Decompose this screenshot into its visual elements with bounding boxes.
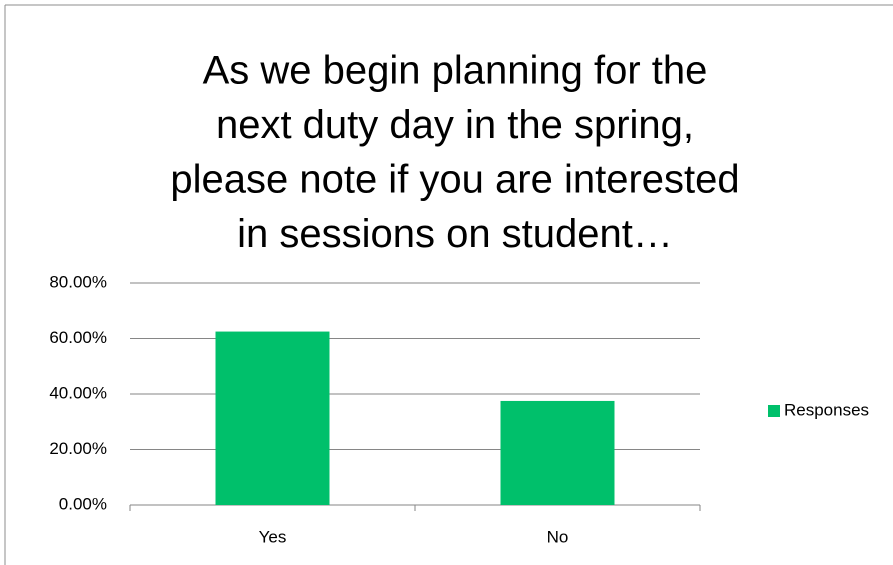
x-tick-label: Yes — [259, 527, 287, 546]
bar — [500, 400, 615, 505]
y-tick-label: 60.00% — [49, 328, 107, 347]
legend-swatch — [768, 405, 780, 417]
chart-title: please note if you are interested — [170, 158, 739, 202]
legend-label: Responses — [784, 400, 869, 419]
chart-title: As we begin planning for the — [203, 49, 708, 93]
chart-title: in sessions on student… — [237, 212, 673, 256]
y-tick-label: 80.00% — [49, 272, 107, 291]
y-tick-label: 40.00% — [49, 383, 107, 402]
chart-title: next duty day in the spring, — [216, 103, 694, 147]
y-tick-label: 0.00% — [59, 494, 107, 513]
bar — [215, 331, 330, 505]
y-tick-label: 20.00% — [49, 439, 107, 458]
x-tick-label: No — [547, 527, 569, 546]
